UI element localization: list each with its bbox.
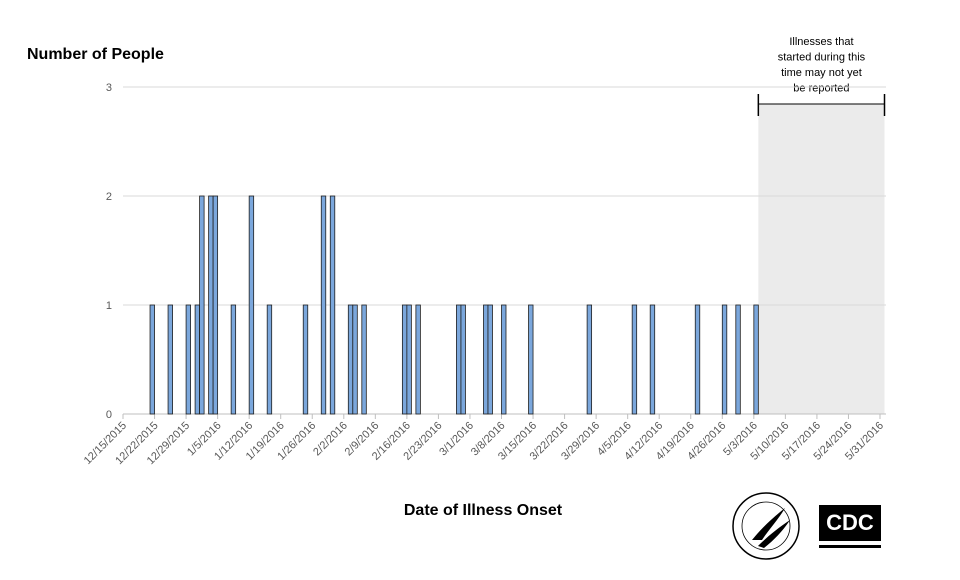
bar [460, 304, 466, 415]
bar [149, 304, 155, 415]
bar [320, 195, 327, 415]
bar [352, 304, 358, 415]
bar [721, 304, 728, 415]
bar [735, 304, 741, 415]
bar [329, 195, 336, 415]
annotation: started during this [778, 52, 866, 64]
bar [347, 304, 354, 415]
cdc-logo-text: CDC [826, 510, 874, 535]
hhs-logo [732, 492, 800, 560]
bar [753, 304, 759, 415]
bar [631, 304, 638, 415]
y-tick-label: 0 [106, 409, 112, 421]
bar [208, 195, 214, 415]
bar [487, 304, 493, 415]
bar [415, 304, 421, 415]
bar [194, 304, 201, 415]
y-tick-label: 1 [106, 300, 112, 312]
bar [456, 304, 462, 415]
bar [248, 195, 255, 415]
bar [586, 304, 593, 415]
bar [302, 304, 309, 415]
bar [649, 304, 656, 415]
bar [501, 304, 507, 415]
bar [212, 195, 219, 415]
bar [185, 304, 191, 415]
bar [528, 304, 534, 415]
y-tick-label: 3 [106, 82, 112, 94]
annotation: Illnesses that [789, 36, 853, 48]
annotation: time may not yet [781, 67, 862, 79]
unreported-region [758, 104, 885, 414]
bar [230, 304, 237, 415]
cdc-logo: CDC [819, 505, 881, 548]
bar [199, 195, 205, 415]
bar [483, 304, 489, 415]
bar [694, 304, 701, 415]
bar [266, 304, 273, 415]
bar [167, 304, 173, 415]
bar [406, 304, 412, 415]
bar [401, 304, 408, 415]
y-tick-label: 2 [106, 191, 112, 203]
annotation: be reported [793, 83, 849, 95]
y-axis-title: Number of People [27, 46, 164, 63]
x-axis-title: Date of Illness Onset [404, 502, 563, 519]
bar [361, 304, 367, 415]
